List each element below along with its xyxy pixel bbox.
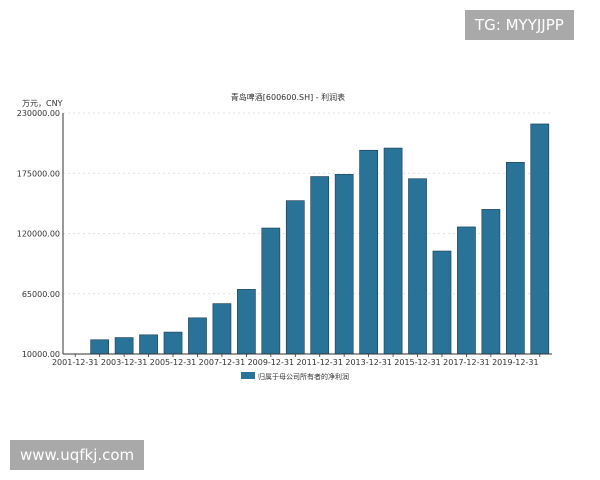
x-tick-label: 2009-12-31 xyxy=(248,358,295,367)
x-tick-label: 2003-12-31 xyxy=(101,358,148,367)
x-tick-label: 2013-12-31 xyxy=(345,358,392,367)
x-tick-label: 2011-12-31 xyxy=(296,358,343,367)
x-tick-label: 2019-12-31 xyxy=(492,358,539,367)
bar xyxy=(359,149,378,355)
bar xyxy=(163,331,183,355)
bar-series xyxy=(90,123,550,355)
bar xyxy=(408,178,427,355)
grid-lines xyxy=(63,112,552,295)
bar xyxy=(285,200,305,355)
y-axis-ticks: 10000.00 65000.00 120000.00 175000.00 230000… xyxy=(17,109,60,359)
x-tick-label: 2017-12-31 xyxy=(443,358,490,367)
x-tick-label: 2007-12-31 xyxy=(199,358,246,367)
bar xyxy=(432,250,452,355)
x-tick-label: 2001-12-31 xyxy=(52,358,99,367)
y-tick-label: 175000.00 xyxy=(17,169,60,178)
x-tick-label: 2015-12-31 xyxy=(394,358,441,367)
bar xyxy=(383,147,403,355)
legend: 归属于母公司所有者的净利润 xyxy=(241,372,349,381)
y-tick-label: 120000.00 xyxy=(17,230,60,239)
bar xyxy=(334,174,354,355)
bar xyxy=(90,339,110,355)
watermark-top: TG: MYYJJPP xyxy=(465,10,574,40)
y-tick-label: 10000.00 xyxy=(22,350,60,359)
y-tick-label: 230000.00 xyxy=(17,109,60,118)
axes xyxy=(62,113,552,355)
bar xyxy=(530,123,550,355)
bar xyxy=(481,209,501,355)
y-axis-unit-label: 万元，CNY xyxy=(22,99,63,108)
bar xyxy=(261,227,281,355)
bar xyxy=(237,289,256,355)
bar xyxy=(139,334,158,355)
x-tick-label: 2005-12-31 xyxy=(150,358,197,367)
chart-title: 青岛啤酒[600600.SH] - 利润表 xyxy=(231,92,345,102)
bar xyxy=(505,161,525,355)
bar xyxy=(457,226,476,355)
legend-swatch xyxy=(241,372,255,379)
bar xyxy=(188,317,207,355)
legend-label: 归属于母公司所有者的净利润 xyxy=(258,372,349,381)
x-axis-ticks: 2001-12-31 2003-12-31 2005-12-31 2007-12-31… xyxy=(52,354,541,367)
bar xyxy=(114,337,134,355)
watermark-bottom: www.uqfkj.com xyxy=(10,440,145,470)
y-tick-label: 65000.00 xyxy=(22,290,60,299)
bar xyxy=(212,303,232,355)
bar xyxy=(310,176,330,355)
